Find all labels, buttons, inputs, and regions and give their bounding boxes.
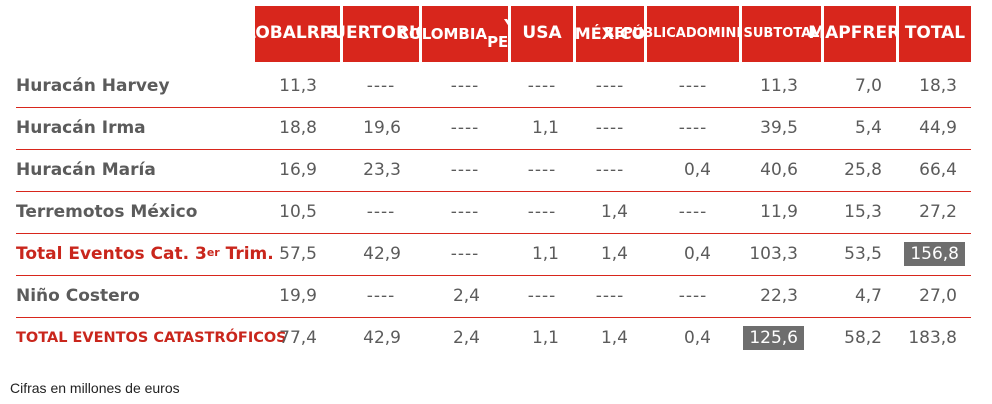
table-cell: 1,1 (531, 328, 559, 348)
col-header-colombia-peru: COLOMBIA Y PERÚ (398, 6, 532, 62)
table-cell: 44,9 (919, 118, 957, 138)
table-cell: 1,1 (531, 118, 559, 138)
row-divider (16, 149, 971, 150)
table-cell: 11,3 (760, 76, 798, 96)
col-header-subtotal: SUBTOTAL (742, 6, 821, 62)
header-line: GLOBAL (231, 23, 307, 44)
table-cell: 1,1 (531, 244, 559, 264)
table-cell: 15,3 (844, 202, 882, 222)
footnote: Cifras en millones de euros (10, 380, 180, 396)
table-cell: 22,3 (760, 286, 798, 306)
table-cell: ---- (366, 76, 396, 96)
table-cell: ---- (527, 202, 557, 222)
table-cell: 19,9 (279, 286, 317, 306)
row-label-terremotos-mexico: Terremotos México (16, 202, 198, 222)
table-cell: ---- (450, 118, 480, 138)
table-cell: 103,3 (749, 244, 798, 264)
table-cell: 18,3 (919, 76, 957, 96)
table-cell: ---- (595, 160, 625, 180)
table-cell: 11,3 (279, 76, 317, 96)
col-header-mapfre-re: MAPFRE RE (808, 6, 912, 62)
table-cell: ---- (595, 118, 625, 138)
table-cell: ---- (595, 286, 625, 306)
label-text: Total Eventos Cat. 3 (16, 244, 207, 264)
header-line: REPÚBLICA (604, 25, 686, 41)
header-line: COLOMBIA (397, 24, 488, 43)
row-divider (16, 233, 971, 234)
table-cell: ---- (527, 76, 557, 96)
table-cell: 18,8 (279, 118, 317, 138)
row-divider (16, 275, 971, 276)
row-label-huracan-irma: Huracán Irma (16, 118, 146, 138)
col-header-total: TOTAL (899, 6, 971, 62)
row-label-nino-costero: Niño Costero (16, 286, 140, 306)
header-line: USA (522, 23, 562, 44)
header-line: MÉXICO (574, 24, 646, 44)
table-cell: ---- (366, 202, 396, 222)
table-cell: 1,4 (600, 202, 628, 222)
table-cell: ---- (678, 118, 708, 138)
col-header-usa: USA (511, 6, 573, 62)
table-cell: 27,2 (919, 202, 957, 222)
table-cell: ---- (366, 286, 396, 306)
row-divider (16, 107, 971, 108)
table-cell: 5,4 (854, 118, 882, 138)
row-label-total-eventos-catastroficos: TOTAL EVENTOS CATASTRÓFICOS (16, 330, 287, 346)
table-cell: 42,9 (363, 244, 401, 264)
table-cell: ---- (450, 244, 480, 264)
table-cell: 39,5 (760, 118, 798, 138)
table-cell: ---- (678, 76, 708, 96)
highlight-value: 156,8 (904, 242, 965, 266)
table-cell: 7,0 (854, 76, 882, 96)
row-label-huracan-maria: Huracán María (16, 160, 156, 180)
table-cell: 58,2 (844, 328, 882, 348)
table-cell: ---- (527, 160, 557, 180)
table-cell: 183,8 (908, 328, 957, 348)
table-cell: 42,9 (363, 328, 401, 348)
table-cell: 1,4 (600, 328, 628, 348)
label-text-end: Trim. (219, 244, 274, 264)
table-cell: 2,4 (452, 286, 480, 306)
table-cell: ---- (527, 286, 557, 306)
row-label-total-eventos-trim: Total Eventos Cat. 3 er Trim. (16, 234, 274, 274)
col-header-republica-dominicana: REPÚBLICA DOMINICANA (604, 6, 782, 62)
header-line: SUBTOTAL (743, 25, 820, 41)
table-cell: 0,4 (683, 244, 711, 264)
table-cell-highlighted: 156,8 (899, 234, 971, 274)
table-cell: 77,4 (279, 328, 317, 348)
row-label-huracan-harvey: Huracán Harvey (16, 76, 170, 96)
table-cell: 40,6 (760, 160, 798, 180)
table-cell: 27,0 (919, 286, 957, 306)
table-cell: 4,7 (854, 286, 882, 306)
table-cell: ---- (595, 76, 625, 96)
table-cell: 16,9 (279, 160, 317, 180)
table-cell: ---- (678, 202, 708, 222)
table-cell: 19,6 (363, 118, 401, 138)
header-line: PUERTO (319, 23, 396, 44)
table-cell: 10,5 (279, 202, 317, 222)
table-cell: 1,4 (600, 244, 628, 264)
row-divider (16, 191, 971, 192)
label-superscript: er (206, 245, 220, 259)
table-cell: 0,4 (683, 328, 711, 348)
header-line: MAPFRE (808, 23, 888, 44)
row-divider (16, 317, 971, 318)
table-cell-highlighted: 125,6 (740, 318, 808, 358)
table-cell: 57,5 (279, 244, 317, 264)
table-cell: 66,4 (919, 160, 957, 180)
col-header-mexico: MÉXICO (574, 6, 646, 62)
table-cell: 2,4 (452, 328, 480, 348)
highlight-value: 125,6 (743, 326, 804, 350)
table-cell: 53,5 (844, 244, 882, 264)
table-cell: ---- (450, 76, 480, 96)
table-cell: ---- (450, 202, 480, 222)
table-cell: 25,8 (844, 160, 882, 180)
table-cell: ---- (678, 286, 708, 306)
header-line: TOTAL (904, 23, 966, 44)
table-cell: 23,3 (363, 160, 401, 180)
table-cell: ---- (450, 160, 480, 180)
table-cell: 0,4 (683, 160, 711, 180)
table-cell: 11,9 (760, 202, 798, 222)
